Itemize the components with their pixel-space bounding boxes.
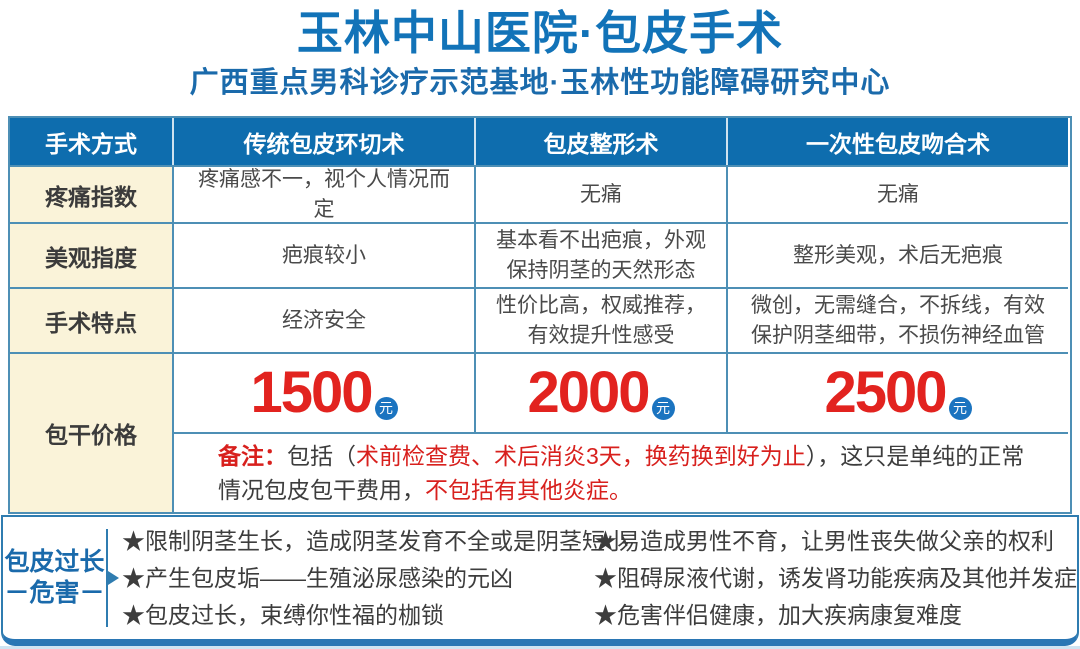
table-header-plastic: 包皮整形术 xyxy=(474,118,726,165)
table-cell: 微创，无需缝合，不拆线，有效保护阴茎细带，不损伤神经血管 xyxy=(726,287,1068,352)
hazard-item: ★包皮过长，束缚你性福的枷锁 xyxy=(122,601,444,628)
hazard-label-line2: －危害－ xyxy=(4,579,105,607)
arrow-right-icon xyxy=(108,571,119,585)
table-cell: 无痛 xyxy=(726,165,1068,222)
hazard-item: ★限制阴茎生长，造成阴茎发育不全或是阴茎短小 xyxy=(122,527,628,554)
row-label-appearance: 美观指度 xyxy=(10,222,172,287)
page-subtitle: 广西重点男科诊疗示范基地·玉林性功能障碍研究中心 xyxy=(189,67,891,99)
table-header-traditional: 传统包皮环切术 xyxy=(172,118,474,165)
table-cell: 疼痛感不一，视个人情况而定 xyxy=(172,165,474,222)
table-cell: 基本看不出疤痕，外观保持阴茎的天然形态 xyxy=(474,222,726,287)
price-amount: 2500 xyxy=(824,360,947,425)
hazard-list-left: ★限制阴茎生长，造成阴茎发育不全或是阴茎短小 ★产生包皮垢——生殖泌尿感染的元凶… xyxy=(122,523,628,634)
row-label-pain: 疼痛指数 xyxy=(10,165,172,222)
yuan-badge-icon: 元 xyxy=(948,397,972,420)
note-label: 备注： xyxy=(218,443,287,469)
hazard-item: ★产生包皮垢——生殖泌尿感染的元凶 xyxy=(122,564,513,591)
note-text: ），这只是单纯的正常情况包皮包干费用， xyxy=(218,443,1025,503)
price-amount: 2000 xyxy=(527,360,650,425)
yuan-badge-icon: 元 xyxy=(651,397,675,420)
hazard-divider-line xyxy=(106,529,119,627)
table-cell: 无痛 xyxy=(474,165,726,222)
note-text-red: 术前检查费、术后消炎3天，换药换到好为止 xyxy=(356,443,806,469)
surgery-comparison-table: 手术方式 传统包皮环切术 包皮整形术 一次性包皮吻合术 疼痛指数 疼痛感不一，视… xyxy=(8,116,1072,514)
hazard-item: ★阻碍尿液代谢，诱发肾功能疾病及其他并发症 xyxy=(594,564,1077,591)
note-text: 包括（ xyxy=(287,443,356,469)
hazard-label-line1: 包皮过长 xyxy=(4,548,105,576)
hazard-section: 包皮过长 －危害－ ★限制阴茎生长，造成阴茎发育不全或是阴茎短小 ★产生包皮垢—… xyxy=(1,515,1079,646)
hazard-list-right: ★易造成男性不育，让男性丧失做父亲的权利 ★阻碍尿液代谢，诱发肾功能疾病及其他并… xyxy=(594,523,1077,634)
hazard-label: 包皮过长 －危害－ xyxy=(3,547,106,609)
page-title: 玉林中山医院·包皮手术 xyxy=(296,7,784,59)
table-cell: 疤痕较小 xyxy=(172,222,474,287)
hazard-item: ★危害伴侣健康，加大疾病康复难度 xyxy=(594,601,962,628)
table-header-stapler: 一次性包皮吻合术 xyxy=(726,118,1068,165)
table-header-method: 手术方式 xyxy=(10,118,172,165)
hazard-item: ★易造成男性不育，让男性丧失做父亲的权利 xyxy=(594,527,1054,554)
price-cell-plastic: 2000 元 xyxy=(474,352,726,432)
price-amount: 1500 xyxy=(250,360,373,425)
table-cell: 经济安全 xyxy=(172,287,474,352)
note-text-red: 不包括有其他炎症。 xyxy=(425,477,632,503)
row-label-features: 手术特点 xyxy=(10,287,172,352)
yuan-badge-icon: 元 xyxy=(374,397,398,420)
table-cell: 整形美观，术后无疤痕 xyxy=(726,222,1068,287)
price-cell-traditional: 1500 元 xyxy=(172,352,474,432)
price-note: 备注：包括（术前检查费、术后消炎3天，换药换到好为止），这只是单纯的正常情况包皮… xyxy=(172,432,1068,512)
price-cell-stapler: 2500 元 xyxy=(726,352,1068,432)
row-label-package-price: 包干价格 xyxy=(10,352,172,512)
table-cell: 性价比高，权威推荐，有效提升性感受 xyxy=(474,287,726,352)
